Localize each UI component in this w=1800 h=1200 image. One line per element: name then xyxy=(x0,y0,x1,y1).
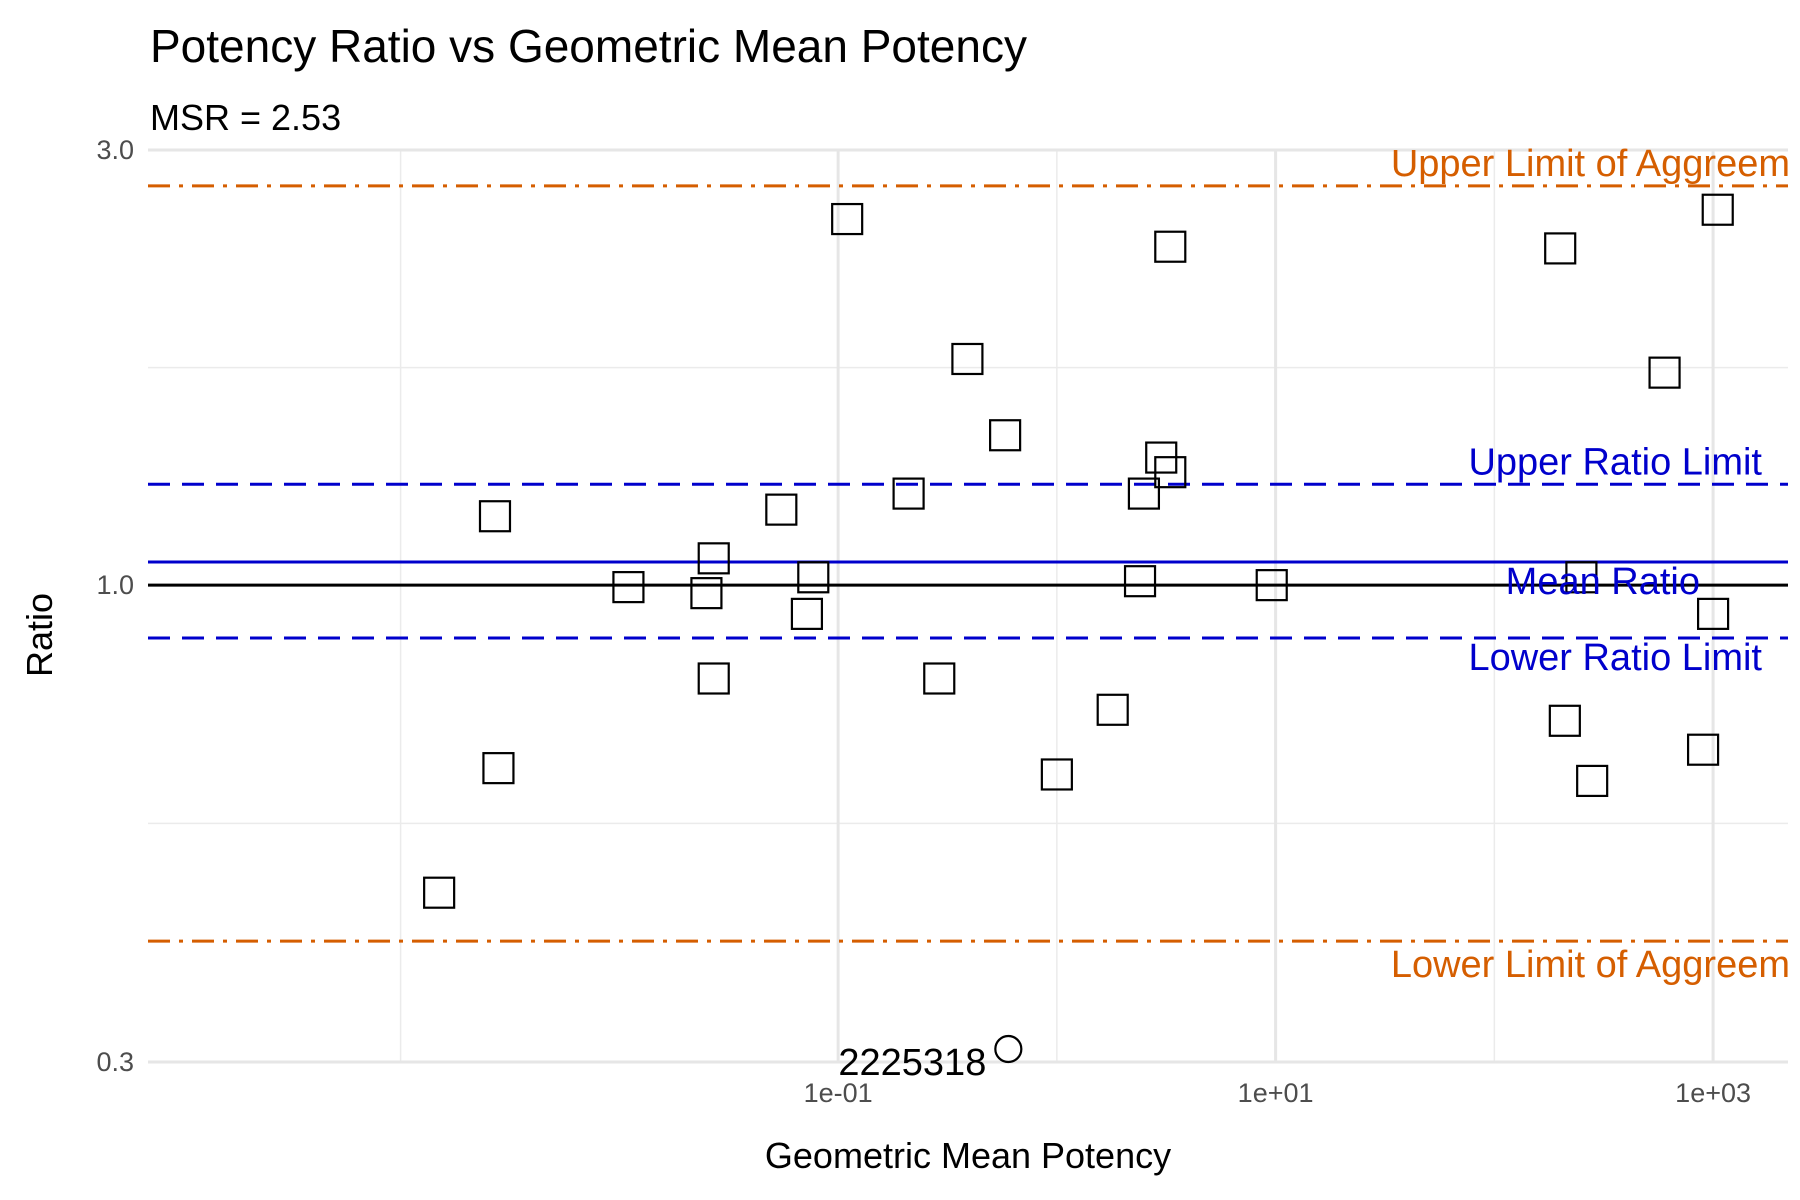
data-point-square xyxy=(1096,693,1129,726)
reference-labels: Upper Limit of Aggreem Upper Ratio Limit M… xyxy=(1391,143,1790,986)
data-point-square xyxy=(1154,230,1187,263)
reference-line-label: Lower Ratio Limit xyxy=(1468,637,1762,679)
data-point-square xyxy=(1686,733,1720,766)
data-point-square xyxy=(482,752,515,785)
data-point-square xyxy=(1548,704,1581,737)
reference-lines xyxy=(148,184,1788,943)
reference-line-label: Upper Ratio Limit xyxy=(1468,441,1762,483)
data-point-square xyxy=(697,542,730,575)
data-point-circle xyxy=(994,1034,1023,1064)
data-point-square xyxy=(1123,565,1157,598)
data-point-square xyxy=(1255,569,1288,602)
data-point-square xyxy=(923,662,956,695)
data-point-square xyxy=(1576,764,1609,798)
data-point-square xyxy=(831,202,864,236)
data-point-square xyxy=(951,342,984,376)
data-point-square xyxy=(765,493,798,526)
reference-line-label: Upper Limit of Aggreem xyxy=(1391,143,1790,185)
data-point-square xyxy=(989,419,1022,452)
y-tick-label: 0.3 xyxy=(96,1047,134,1077)
data-point-label: 2225318 xyxy=(838,1042,986,1084)
data-point-square xyxy=(1040,758,1073,791)
x-tick-label: 1e+03 xyxy=(1675,1078,1751,1108)
reference-line-label: Lower Limit of Aggreem xyxy=(1391,944,1790,986)
data-point-square xyxy=(790,597,824,630)
data-point-square xyxy=(612,571,645,604)
y-tick-label: 1.0 xyxy=(96,570,134,600)
chart-title: Potency Ratio vs Geometric Mean Potency xyxy=(150,20,1027,72)
x-tick-label: 1e-01 xyxy=(804,1078,873,1108)
data-point-square xyxy=(797,561,830,594)
data-point-square xyxy=(1701,193,1734,226)
y-tick-label: 3.0 xyxy=(96,135,134,165)
x-tick-label: 1e+01 xyxy=(1238,1078,1314,1108)
reference-line-label: Mean Ratio xyxy=(1506,561,1700,603)
data-point-square xyxy=(478,500,512,533)
chart-subtitle: MSR = 2.53 xyxy=(150,97,341,138)
data-point-square xyxy=(690,577,723,610)
data-point-square xyxy=(1154,456,1187,489)
grid xyxy=(148,148,1788,1064)
data-points: 2225318 xyxy=(423,193,1734,1084)
data-point-square xyxy=(1127,477,1161,510)
data-point-square xyxy=(423,876,456,909)
data-point-square xyxy=(1565,561,1598,594)
tick-labels: 1e-01 1e+01 1e+03 0.3 1.0 3.0 xyxy=(96,135,1751,1108)
data-point-square xyxy=(1544,232,1577,265)
x-axis-title: Geometric Mean Potency xyxy=(765,1135,1171,1176)
data-point-square xyxy=(1648,356,1681,389)
y-axis-title: Ratio xyxy=(19,593,60,677)
data-point-square xyxy=(892,477,925,510)
data-point-square xyxy=(697,662,730,695)
data-point-square xyxy=(1696,597,1730,630)
